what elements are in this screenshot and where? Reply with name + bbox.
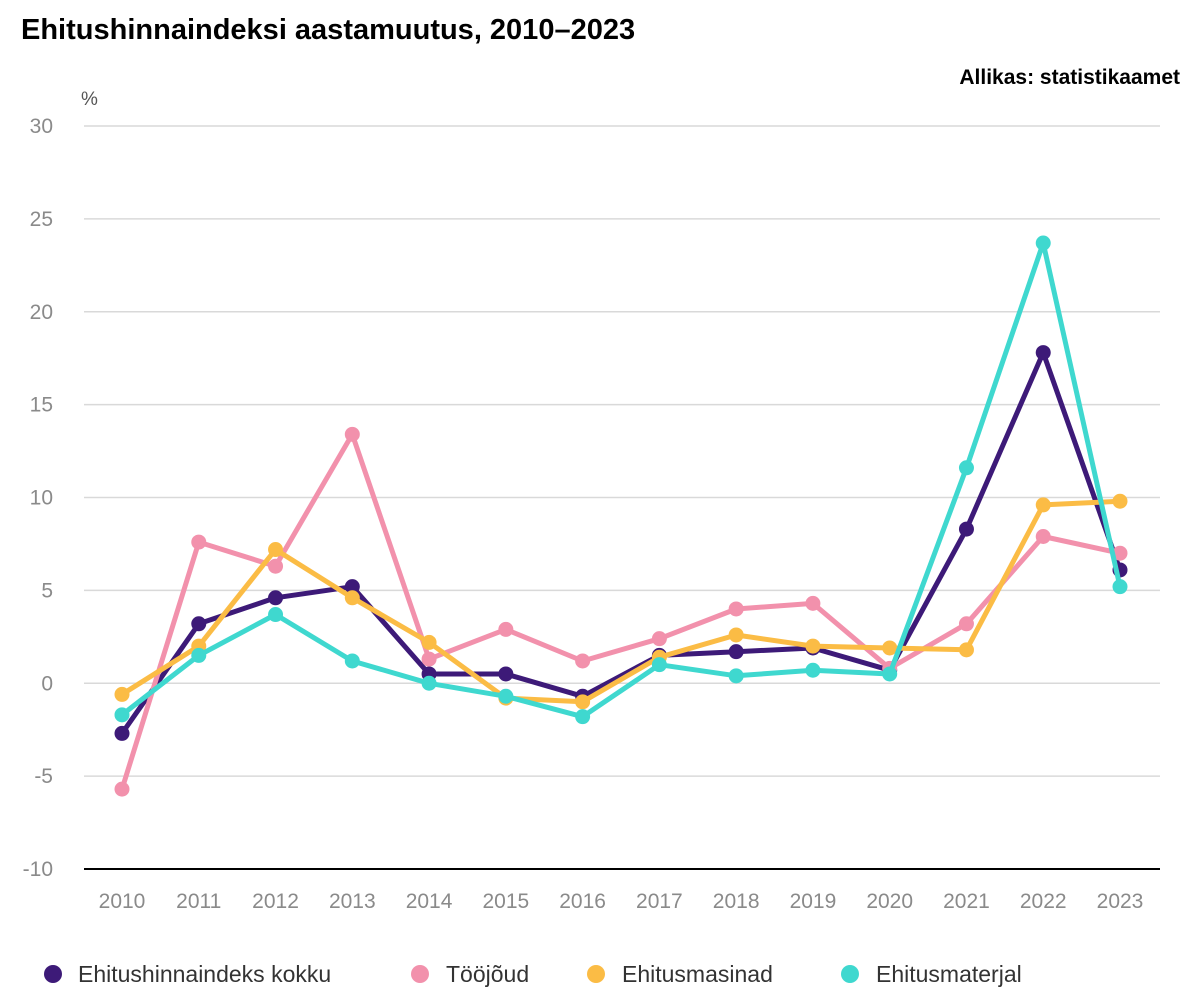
legend-marker <box>587 965 605 983</box>
data-point <box>498 666 514 682</box>
data-point <box>1112 493 1128 509</box>
data-point <box>958 460 974 476</box>
data-point <box>498 688 514 704</box>
data-point <box>421 634 437 650</box>
data-point <box>1035 235 1051 251</box>
series-group <box>114 235 1128 797</box>
data-point <box>728 668 744 684</box>
data-point <box>344 653 360 669</box>
series-line <box>119 240 1123 720</box>
x-tick-label: 2023 <box>1097 890 1144 913</box>
data-point <box>805 638 821 654</box>
chart-source: Allikas: statistikaamet <box>959 66 1180 89</box>
data-point <box>958 616 974 632</box>
data-point <box>498 621 514 637</box>
data-point <box>114 725 130 741</box>
data-point <box>651 657 667 673</box>
x-tick-label: 2021 <box>943 890 990 913</box>
y-tick-label: 10 <box>30 487 53 510</box>
x-tick-labels: 2010 2011 2012 2013 2014 2015 2016 2017 2018 2019… <box>99 890 1144 913</box>
data-point <box>728 644 744 660</box>
data-point <box>344 590 360 606</box>
legend-item: Ehitushinnaindeks kokku <box>44 961 331 987</box>
data-point <box>575 709 591 725</box>
y-tick-label: 0 <box>41 672 53 695</box>
x-tick-label: 2017 <box>636 890 683 913</box>
series-line <box>119 498 1123 705</box>
data-point <box>575 694 591 710</box>
data-point <box>805 662 821 678</box>
x-tick-label: 2015 <box>482 890 529 913</box>
legend-marker <box>411 965 429 983</box>
y-tick-label: 20 <box>30 301 53 324</box>
legend-marker <box>44 965 62 983</box>
y-tick-label: 5 <box>41 579 53 602</box>
y-tick-label: -5 <box>34 765 53 788</box>
legend-item: Tööjõud <box>411 961 529 987</box>
x-tick-label: 2018 <box>713 890 760 913</box>
series-4 <box>114 235 1128 725</box>
data-point <box>191 534 207 550</box>
x-tick-label: 2019 <box>790 890 837 913</box>
y-tick-label: 25 <box>30 208 53 231</box>
data-point <box>1112 579 1128 595</box>
legend-label: Ehitusmaterjal <box>876 961 1022 987</box>
data-point <box>268 590 284 606</box>
data-point <box>1035 529 1051 545</box>
x-tick-label: 2014 <box>406 890 453 913</box>
data-point <box>344 426 360 442</box>
data-point <box>728 601 744 617</box>
legend-item: Ehitusmaterjal <box>841 961 1022 987</box>
x-tick-label: 2011 <box>176 890 221 913</box>
legend-marker <box>841 965 859 983</box>
data-point <box>651 631 667 647</box>
y-tick-labels: 30 25 20 15 10 5 0 -5 -10 <box>23 115 53 881</box>
y-axis-unit: % <box>81 89 98 110</box>
data-point <box>268 607 284 623</box>
legend-label: Ehitushinnaindeks kokku <box>78 961 331 987</box>
data-point <box>728 627 744 643</box>
data-point <box>1035 497 1051 513</box>
y-tick-label: -10 <box>23 858 53 881</box>
series-2 <box>114 426 1128 797</box>
legend-label: Ehitusmasinad <box>622 961 773 987</box>
data-point <box>268 542 284 558</box>
data-point <box>114 707 130 723</box>
data-point <box>114 686 130 702</box>
data-point <box>958 642 974 658</box>
data-point <box>421 651 437 667</box>
x-tick-label: 2012 <box>252 890 299 913</box>
data-point <box>268 558 284 574</box>
x-tick-label: 2010 <box>99 890 146 913</box>
x-tick-label: 2022 <box>1020 890 1067 913</box>
legend-item: Ehitusmasinad <box>587 961 773 987</box>
data-point <box>882 640 898 656</box>
data-point <box>1035 345 1051 361</box>
data-point <box>344 579 360 595</box>
data-point <box>191 647 207 663</box>
x-tick-label: 2013 <box>329 890 376 913</box>
y-tick-label: 30 <box>30 115 53 138</box>
chart-title: Ehitushinnaindeksi aastamuutus, 2010–202… <box>21 14 636 46</box>
series-line <box>119 431 1123 792</box>
data-point <box>958 521 974 537</box>
y-tick-label: 15 <box>30 394 53 417</box>
series-line <box>119 350 1123 736</box>
data-point <box>114 781 130 797</box>
data-point <box>421 675 437 691</box>
legend: Ehitushinnaindeks kokku Tööjõud Ehitusmasi… <box>44 961 1022 987</box>
data-point <box>191 616 207 632</box>
gridlines <box>84 125 1160 870</box>
x-tick-label: 2020 <box>866 890 913 913</box>
data-point <box>575 653 591 669</box>
legend-label: Tööjõud <box>446 961 529 987</box>
data-point <box>1112 545 1128 561</box>
x-tick-label: 2016 <box>559 890 606 913</box>
data-point <box>805 595 821 611</box>
data-point <box>882 666 898 682</box>
